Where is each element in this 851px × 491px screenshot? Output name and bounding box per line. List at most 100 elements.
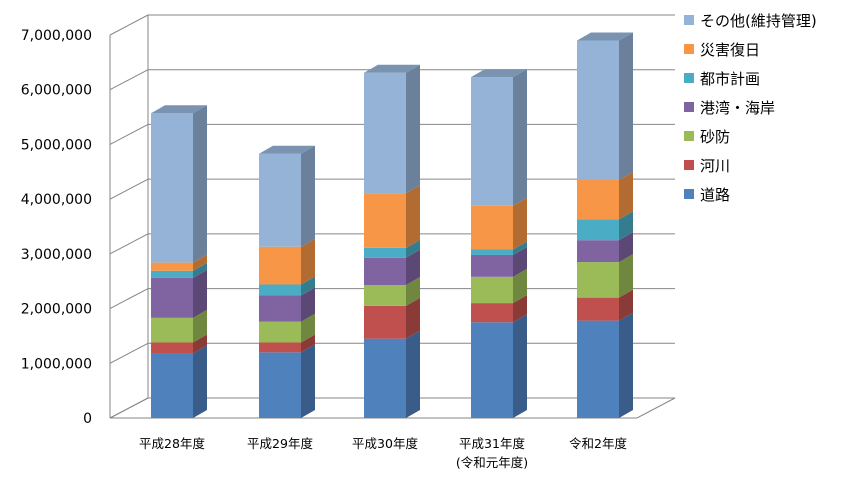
legend-label: 港湾・海岸	[700, 99, 775, 117]
bar-segment	[577, 289, 633, 321]
bar-segment-front	[471, 276, 513, 304]
legend-label: 道路	[700, 186, 730, 204]
bar-segment-front	[364, 285, 406, 306]
bar-segment	[364, 239, 420, 258]
gridline-depth	[109, 342, 149, 364]
bar-segment	[471, 295, 527, 323]
bar-segment-front	[577, 179, 619, 220]
y-tick-label: 2,000,000	[21, 302, 92, 318]
legend-item: 河川	[684, 157, 730, 175]
bar-segment-side	[193, 269, 207, 318]
bar-segment	[259, 276, 315, 296]
bar-segment-front	[577, 240, 619, 263]
bar-segment-side	[301, 238, 315, 285]
legend-label: 都市計画	[700, 70, 760, 88]
legend-swatch	[684, 44, 694, 54]
legend-swatch	[684, 73, 694, 83]
bar-segment-side	[513, 246, 527, 277]
bar-segment	[259, 344, 315, 418]
x-tick-label: 令和2年度	[569, 436, 627, 451]
bar-segment-front	[364, 305, 406, 339]
bar-segment	[471, 268, 527, 304]
bar-segment-front	[471, 77, 513, 206]
bar-segment-side	[619, 211, 633, 241]
y-tick-label: 0	[83, 411, 92, 427]
bar-segment-side	[513, 295, 527, 323]
bar-segment-front	[471, 303, 513, 323]
bar-segment	[471, 246, 527, 277]
bar-segment-front	[151, 277, 193, 318]
bar-segment	[364, 297, 420, 339]
bar-segment-front	[364, 257, 406, 286]
legend-item: その他(維持管理)	[684, 12, 817, 30]
bar-segment	[471, 69, 527, 206]
bar-segment-side	[619, 32, 633, 180]
bar-segment-side	[193, 105, 207, 263]
bar-segment-side	[406, 330, 420, 418]
bar-stack	[259, 145, 315, 418]
x-tick-label: 平成30年度	[352, 436, 418, 451]
bar-segment	[577, 312, 633, 418]
bar-segment-side	[301, 145, 315, 247]
legend-item: 砂防	[684, 128, 730, 146]
bar-segment	[471, 197, 527, 250]
bar-segment	[577, 254, 633, 298]
x-tick-label: 平成28年度	[139, 436, 205, 451]
bar-segment-side	[619, 254, 633, 298]
bar-segment	[151, 269, 207, 318]
bar-segment-side	[619, 171, 633, 220]
gridline-depth	[109, 233, 149, 255]
legend-item: 都市計画	[684, 70, 760, 88]
bar-segment-front	[259, 342, 301, 353]
bar-segment	[577, 171, 633, 220]
bar-segment-front	[259, 284, 301, 296]
x-tick-sublabel: (令和元年度)	[456, 455, 528, 470]
legend-swatch	[684, 160, 694, 170]
bar-segment-side	[301, 287, 315, 322]
bar-stack	[471, 69, 527, 418]
legend-swatch	[684, 102, 694, 112]
bar-segment-front	[577, 297, 619, 321]
y-tick-label: 1,000,000	[21, 356, 92, 372]
bar-segment-side	[301, 344, 315, 418]
bar-segment-front	[364, 193, 406, 248]
bar-segment-side	[406, 239, 420, 258]
gridline-depth	[109, 288, 149, 310]
legend-item: 災害復日	[684, 41, 760, 59]
bar-segment-side	[193, 309, 207, 343]
bar-stack	[151, 105, 207, 418]
bar-segment	[259, 313, 315, 343]
bar-segment-front	[577, 320, 619, 418]
bar-segment-front	[259, 153, 301, 247]
bar-segment-side	[193, 345, 207, 418]
bar-segment-side	[513, 241, 527, 255]
bar-segment-front	[151, 262, 193, 271]
bar-segment-top	[151, 105, 207, 114]
bar-segment-side	[406, 185, 420, 248]
gridline-depth	[109, 69, 149, 91]
bar-segment	[151, 105, 207, 263]
bar-segment-front	[364, 338, 406, 418]
legend-swatch	[684, 131, 694, 141]
bar-segment	[471, 314, 527, 418]
legend-item: 港湾・海岸	[684, 99, 775, 117]
y-tick-label: 4,000,000	[21, 192, 92, 208]
bar-segment	[364, 277, 420, 306]
bar-segment	[151, 334, 207, 354]
bar-segment-side	[513, 268, 527, 304]
bar-segment-front	[471, 254, 513, 277]
gridline-depth	[109, 178, 149, 200]
y-tick-label: 7,000,000	[21, 28, 92, 44]
y-tick-label: 5,000,000	[21, 137, 92, 153]
bar-stack	[364, 64, 420, 418]
bar-segment	[259, 287, 315, 322]
bar-segment-side	[406, 249, 420, 286]
bar-segment-front	[259, 295, 301, 322]
gridline-depth	[109, 123, 149, 145]
legend-label: その他(維持管理)	[700, 12, 817, 30]
bar-segment	[577, 232, 633, 263]
bar-segment-side	[406, 297, 420, 339]
